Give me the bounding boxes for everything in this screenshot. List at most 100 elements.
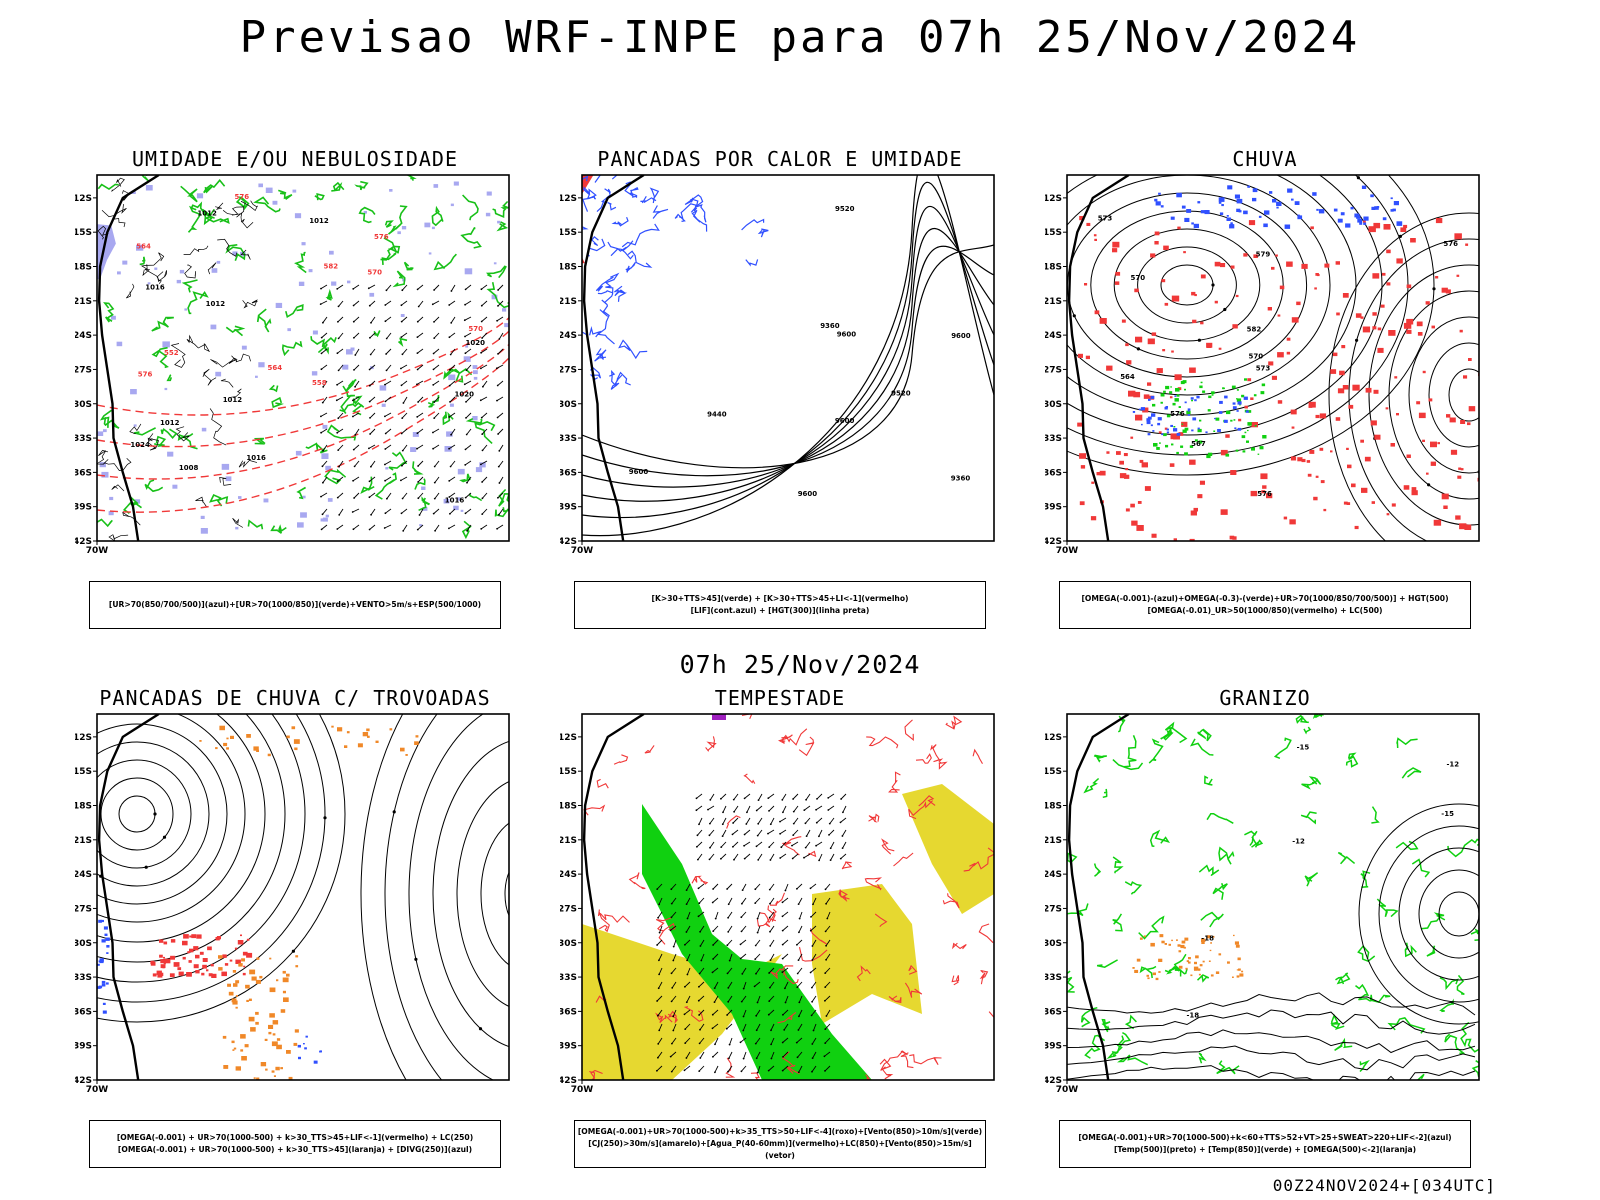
lat-tick-label: 39S: [75, 1042, 92, 1052]
map-svg: 12S15S18S21S24S27S30S33S36S39S42S70W65W6…: [75, 713, 510, 1095]
lat-tick-label: 36S: [75, 1007, 92, 1017]
contour-label: -18: [1201, 935, 1214, 943]
legend-line: [Temp(500)](preto) + [Temp(850)](verde) …: [1113, 1145, 1417, 1154]
map-canvas: 12S15S18S21S24S27S30S33S36S39S42S70W65W6…: [560, 706, 1000, 1116]
contour-label: 1016: [145, 284, 165, 292]
lat-tick-label: 12S: [560, 194, 577, 204]
contour-label: 570: [1131, 274, 1146, 282]
lat-tick-label: 15S: [75, 228, 92, 238]
lat-tick-label: 21S: [1045, 297, 1062, 307]
lat-tick-label: 42S: [560, 1076, 577, 1086]
contour-label: 570: [367, 268, 382, 276]
panel-pancadas-trovoadas: PANCADAS DE CHUVA C/ TROVOADAS 12S 15S 18S 2…: [75, 686, 515, 1168]
map-fields: 1012 1012 1016 1016 1020 1020 1016 1012 1008 1012…: [97, 175, 509, 541]
map-frame: [96, 174, 510, 542]
contour-label: 576: [1443, 240, 1458, 248]
panel-title: CHUVA: [1232, 147, 1298, 171]
contour-label: 1016: [246, 454, 266, 462]
contour-label: 9520: [891, 389, 911, 397]
contour-label: 1020: [455, 391, 475, 399]
panel-legend: [OMEGA(-0.001) + UR>70(1000-500) + k>30_…: [89, 1120, 501, 1168]
contour-label: 582: [324, 263, 339, 271]
mid-date-label: 07h 25/Nov/2024: [679, 650, 921, 679]
lat-tick-label: 12S: [560, 733, 577, 743]
lat-tick-label: 27S: [75, 904, 92, 914]
lat-tick-label: 18S: [75, 263, 92, 273]
lat-tick-label: 42S: [1045, 537, 1062, 547]
lat-tick-label: 36S: [560, 1007, 577, 1017]
map-frame: [581, 174, 995, 542]
lat-tick-label: 33S: [1045, 434, 1062, 444]
lat-tick-label: 15S: [1045, 767, 1062, 777]
panel-legend: [OMEGA(-0.001)-(azul)+OMEGA(-0.3)-(verde…: [1059, 581, 1471, 629]
contour-label: 564: [1120, 373, 1135, 381]
lat-tick-label: 24S: [75, 331, 92, 341]
lat-tick-label: 33S: [1045, 973, 1062, 983]
legend-line: [OMEGA(-0.001) + UR>70(1000-500) + k>30_…: [116, 1133, 474, 1142]
lat-tick-label: 18S: [1045, 802, 1062, 812]
legend-line: [UR>70(850/700/500)](azul)+[UR>70(1000/8…: [108, 600, 482, 609]
contour-label: 573: [1098, 215, 1113, 223]
lon-tick-label: 70W: [1056, 1085, 1079, 1095]
lat-tick-label: 42S: [75, 1076, 92, 1086]
contour-label: 9360: [820, 322, 840, 330]
lat-tick-label: 27S: [560, 904, 577, 914]
contour-label: 576: [374, 233, 389, 241]
lon-tick-label: 70W: [86, 546, 109, 556]
legend-line: [OMEGA(-0.001)+UR>70(1000-500)+k>35_TTS>…: [577, 1127, 983, 1136]
lat-tick-label: 24S: [1045, 870, 1062, 880]
lat-tick-label: 30S: [1045, 400, 1062, 410]
panel-umidade: UMIDADE E/OU NEBULOSIDADE 1012 1012 1016 101…: [75, 147, 515, 629]
contour-label: 9600: [837, 331, 857, 339]
contour-label: 582: [1247, 325, 1262, 333]
lat-tick-label: 15S: [75, 767, 92, 777]
legend-line: [OMEGA(-0.001)-(azul)+OMEGA(-0.3)-(verde…: [1081, 594, 1449, 603]
map-svg: 9600 9600 9600 9600 9600 9520 9520 9440 9360 9360…: [560, 174, 995, 556]
lon-tick-label: 70W: [1056, 546, 1079, 556]
panel-tempestade: TEMPESTADE 12S 15S 18S 21S 24S 27S 30S 33S 36S 39S…: [560, 686, 1000, 1168]
contour-label: 1020: [466, 339, 486, 347]
lat-tick-label: 33S: [560, 434, 577, 444]
contour-label: 1016: [445, 496, 465, 504]
map-fields: 582 576 579 576 573 576 570 567 573 570 564: [1067, 175, 1479, 541]
contour-label: 558: [312, 379, 327, 387]
contour-label: 576: [138, 370, 153, 378]
lat-tick-label: 30S: [75, 939, 92, 949]
map-fields: -18 -15 -12 -12 -15 -18: [1067, 714, 1479, 1080]
panel-title: TEMPESTADE: [714, 686, 846, 710]
contour-label: 570: [1249, 353, 1264, 361]
lat-tick-label: 18S: [1045, 263, 1062, 273]
map-canvas: 582 576 579 576 573 576 570 567 573 570 564 12S 15S 1…: [1045, 167, 1485, 577]
lat-tick-label: 30S: [1045, 939, 1062, 949]
legend-line: [OMEGA(-0.01)_UR>50(1000/850)(vermelho) …: [1147, 606, 1383, 615]
lat-tick-label: 15S: [1045, 228, 1062, 238]
lat-tick-label: 42S: [75, 537, 92, 547]
main-title: Previsao WRF-INPE para 07h 25/Nov/2024: [239, 12, 1361, 63]
lat-tick-label: 30S: [560, 400, 577, 410]
contour-label: 9600: [629, 468, 649, 476]
coastline: [97, 175, 160, 541]
map-svg: -18 -15 -12 -12 -15 -18 12S 15S 18S 21S 24S 27S 30S 3…: [1045, 713, 1480, 1095]
lat-tick-label: 15S: [560, 767, 577, 777]
contour-label: 576: [235, 193, 250, 201]
map-canvas: 9600 9600 9600 9600 9600 9520 9520 9440 9360 9360…: [560, 167, 1000, 577]
legend-line: [K>30+TTS>45](verde) + [K>30+TTS>45+LI<-…: [651, 594, 909, 603]
map-fields: 9600 9600 9600 9600 9600 9520 9520 9440 9360 9360: [582, 175, 994, 541]
panel-legend: [OMEGA(-0.001)+UR>70(1000-500)+k<60+TTS>…: [1059, 1120, 1471, 1168]
lat-tick-label: 33S: [75, 973, 92, 983]
lat-tick-label: 30S: [75, 400, 92, 410]
lat-tick-label: 24S: [1045, 331, 1062, 341]
lat-tick-label: 39S: [1045, 503, 1062, 513]
lat-tick-label: 27S: [1045, 904, 1062, 914]
lat-tick-label: 39S: [75, 503, 92, 513]
lat-tick-label: 24S: [560, 331, 577, 341]
lat-tick-label: 39S: [560, 503, 577, 513]
map-svg: 582 576 579 576 573 576 570 567 573 570 564 12S 15S 1…: [1045, 174, 1480, 556]
lat-tick-label: 36S: [560, 468, 577, 478]
contour-label: 1012: [160, 419, 180, 427]
contour-label: -12: [1292, 838, 1305, 846]
contour-label: 9600: [835, 417, 855, 425]
contour-label: 9440: [707, 411, 727, 419]
lat-tick-label: 18S: [75, 802, 92, 812]
run-info-footer: 00Z24NOV2024+[034UTC]: [1272, 1176, 1496, 1195]
